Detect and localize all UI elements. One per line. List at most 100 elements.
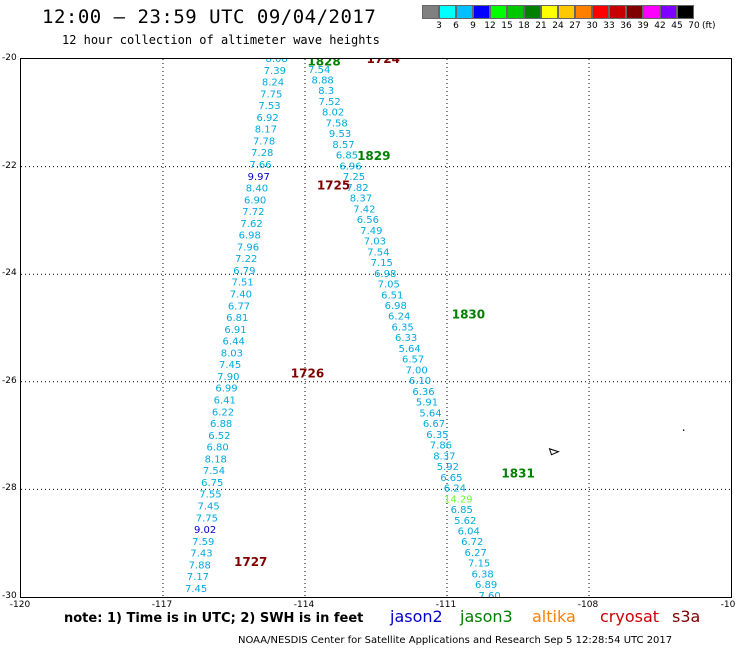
swh-value: 7.00 <box>405 365 427 376</box>
scale-label: 70 <box>688 21 700 31</box>
swh-value: 6.72 <box>461 537 483 548</box>
pass-label: 1725 <box>317 178 350 192</box>
swh-value: 6.24 <box>388 312 410 323</box>
swh-value: 6.22 <box>212 407 234 418</box>
swh-value: 7.88 <box>189 560 211 571</box>
color-scale <box>422 5 694 19</box>
scale-label: 42 <box>654 21 666 31</box>
swh-value: 7.15 <box>371 258 393 269</box>
pass-label: 1726 <box>291 367 324 381</box>
scale-label: 12 <box>484 21 496 31</box>
swh-value: 7.59 <box>192 537 214 548</box>
legend-jason2: jason2 <box>390 607 443 626</box>
scale-label: 15 <box>501 21 513 31</box>
swh-value: 6.35 <box>426 430 448 441</box>
scale-swatch <box>677 5 694 19</box>
scale-label: 39 <box>637 21 649 31</box>
scale-label: 9 <box>470 21 476 31</box>
swh-value: 7.54 <box>367 247 389 258</box>
swh-value: 8.37 <box>350 194 372 205</box>
swh-value: 5.64 <box>419 408 441 419</box>
legend-jason3: jason3 <box>460 607 513 626</box>
scale-label: 30 <box>586 21 598 31</box>
swh-value: 7.54 <box>203 466 225 477</box>
longitude-tick: -120 <box>9 600 31 610</box>
latitude-tick: -28 <box>2 483 17 494</box>
swh-value: 7.53 <box>258 101 280 112</box>
pass-label: 1829 <box>357 149 390 163</box>
scale-swatch <box>490 5 507 19</box>
swh-value: 6.96 <box>339 161 361 172</box>
longitude-tick: -114 <box>293 600 315 610</box>
scale-label: 18 <box>518 21 530 31</box>
swh-value: 7.54 <box>308 65 330 76</box>
swh-value: 6.56 <box>357 215 379 226</box>
swh-value: 8.17 <box>255 125 277 136</box>
map-frame: 8.08 7.39 8.24 7.75 7.53 6.92 8.17 7.78 7.28 7.66… <box>20 52 732 602</box>
swh-value: 6.10 <box>409 376 431 387</box>
scale-swatch <box>456 5 473 19</box>
scale-label: 24 <box>552 21 564 31</box>
swh-value: 6.51 <box>381 290 403 301</box>
scale-swatch <box>575 5 592 19</box>
swh-value: 6.91 <box>224 325 246 336</box>
swh-value: 7.43 <box>190 549 212 560</box>
scale-unit: (ft) <box>702 21 716 31</box>
scale-swatch <box>643 5 660 19</box>
swh-value: 7.75 <box>260 89 282 100</box>
swh-value: 8.40 <box>246 184 268 195</box>
pass-label: 1831 <box>501 466 534 480</box>
swh-value: 7.60 <box>478 591 500 597</box>
scale-label: 21 <box>535 21 547 31</box>
swh-value: 7.15 <box>468 559 490 570</box>
scale-swatch <box>660 5 677 19</box>
swh-value: 7.28 <box>251 148 273 159</box>
swh-value: 7.66 <box>249 160 271 171</box>
swh-value: 6.79 <box>233 266 255 277</box>
swh-value: 6.52 <box>208 431 230 442</box>
latitude-tick: -20 <box>2 53 17 63</box>
page-title: 12:00 – 23:59 UTC 09/04/2017 <box>42 6 377 28</box>
swh-value: 7.90 <box>217 372 239 383</box>
longitude-tick: -108 <box>577 600 599 610</box>
swh-value: 5.62 <box>454 516 476 527</box>
swh-value: 6.81 <box>226 313 248 324</box>
page-subtitle: 12 hour collection of altimeter wave hei… <box>62 33 380 47</box>
swh-value: 7.75 <box>196 513 218 524</box>
swh-value: 6.85 <box>336 151 358 162</box>
swh-value: 6.67 <box>423 419 445 430</box>
swh-value: 14.29 <box>444 494 473 505</box>
swh-value: 7.45 <box>185 584 207 595</box>
swh-value: 7.49 <box>360 226 382 237</box>
legend-altika: altika <box>532 607 576 626</box>
swh-value: 7.52 <box>318 97 340 108</box>
pass-label: 1830 <box>452 308 485 322</box>
latitude-tick: -30 <box>2 591 17 601</box>
pass-label: 1727 <box>234 555 267 569</box>
scale-swatch <box>541 5 558 19</box>
island-dot <box>682 429 685 432</box>
longitude-tick: -10 <box>720 600 736 610</box>
island-outline <box>548 447 560 456</box>
swh-value: 6.38 <box>472 569 494 580</box>
swh-value: 6.57 <box>402 355 424 366</box>
scale-swatch <box>473 5 490 19</box>
scale-label: 36 <box>620 21 632 31</box>
swh-value: 6.36 <box>412 387 434 398</box>
scale-label: 33 <box>603 21 615 31</box>
swh-value: 7.03 <box>364 237 386 248</box>
swh-value: 5.92 <box>437 462 459 473</box>
swh-value: 5.64 <box>398 344 420 355</box>
swh-value: 8.57 <box>332 140 354 151</box>
swh-value: 8.03 <box>221 348 243 359</box>
swh-value: 6.65 <box>440 473 462 484</box>
latitude-tick: -22 <box>2 160 17 171</box>
swh-value: 6.99 <box>215 384 237 395</box>
swh-value: 7.05 <box>378 280 400 291</box>
swh-value: 6.90 <box>244 195 266 206</box>
swh-value: 7.17 <box>187 572 209 583</box>
swh-value: 9.53 <box>329 129 351 140</box>
swh-value: 6.24 <box>444 484 466 495</box>
swh-value: 8.02 <box>322 108 344 119</box>
